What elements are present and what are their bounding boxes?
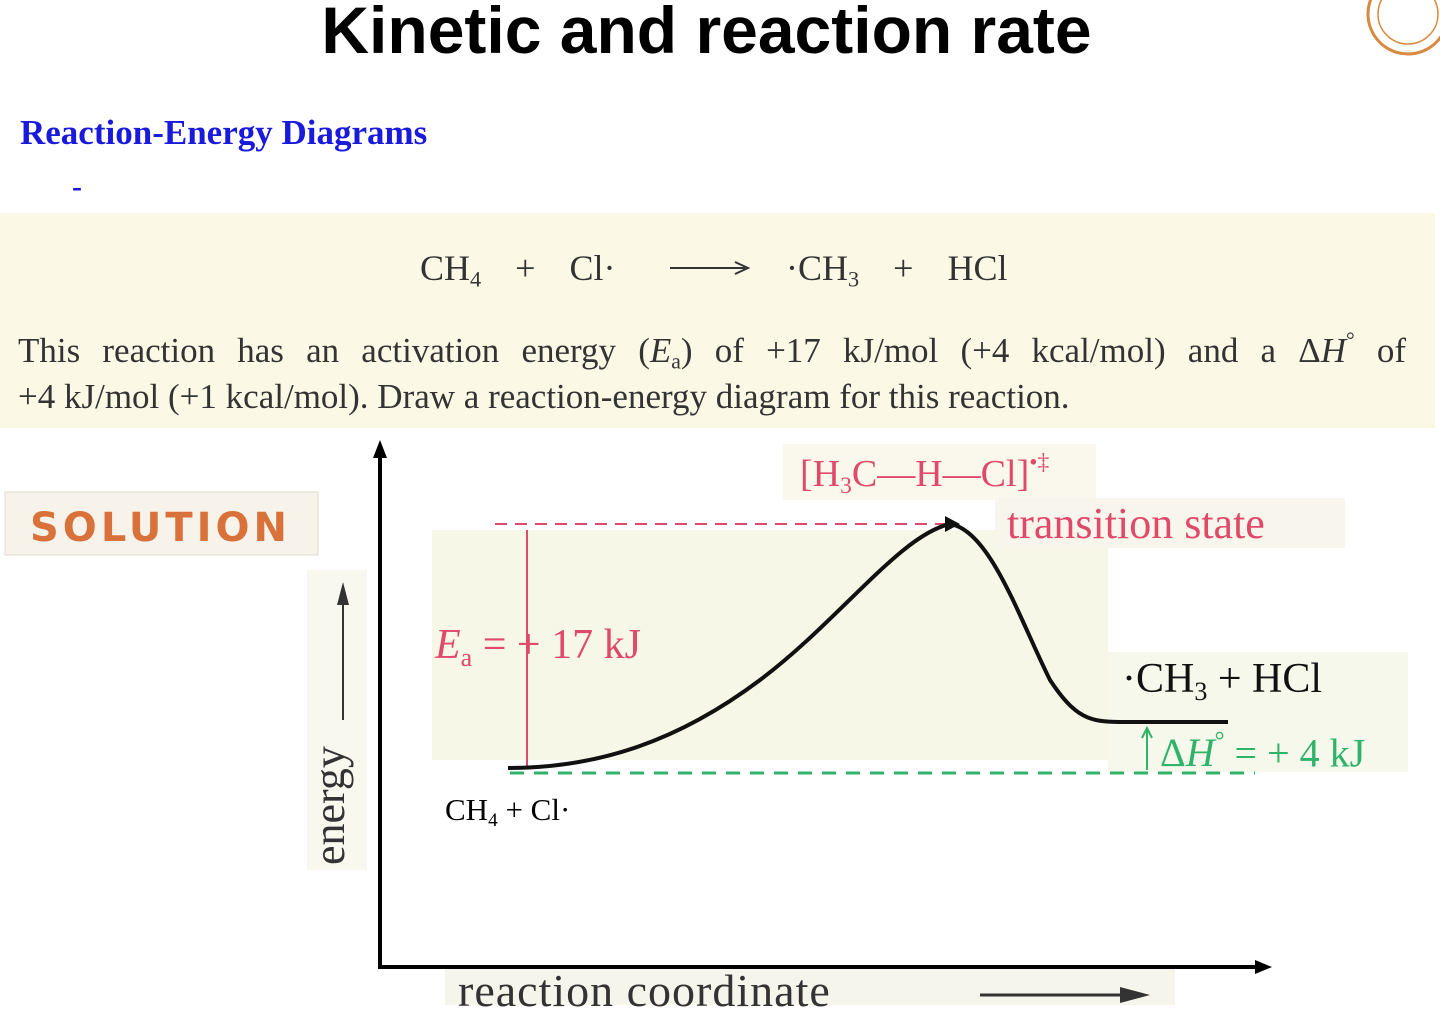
text-text: ) of +17 kJ/mol (+4 kcal/mol) and a Δ [680, 331, 1321, 371]
text-text: ·CH [786, 248, 848, 288]
text-italic: E [649, 331, 672, 371]
text-segment: + [515, 248, 535, 288]
text-sub: 4 [470, 266, 482, 292]
text-sub: 3 [1194, 676, 1208, 706]
text-segment: HCl [947, 248, 1007, 288]
text-text: CH [445, 792, 489, 827]
bullet: - [72, 170, 82, 203]
text-segment: + Cl· [497, 792, 571, 827]
solution-label: SOLUTION [30, 505, 292, 551]
text-segment: This reaction has an activation energy ( [18, 331, 650, 370]
subtitle: Reaction-Energy Diagrams [20, 113, 428, 152]
reaction-arrowhead [734, 261, 751, 275]
text-segment: C—H—Cl]•‡ [851, 450, 1050, 496]
logo-ring [1377, 0, 1439, 45]
text-segment: ) of +17 kJ/mol (+4 kcal/mol) and a ΔH° [680, 328, 1355, 371]
dh-arrowhead [1141, 725, 1153, 739]
ts-background [783, 444, 1096, 500]
x-label-background [445, 965, 1175, 1005]
ts-formula: [H3C—H—Cl]•‡ [800, 450, 1050, 499]
solution-box [4, 491, 319, 556]
logo [1366, 0, 1440, 56]
text-sub: a [460, 642, 473, 672]
ts-label: transition state [1007, 499, 1265, 548]
text-text: = + 4 kJ [1224, 730, 1366, 776]
text-segment: = + 17 kJ [472, 622, 641, 668]
title: Kinetic and reaction rate [321, 0, 1092, 67]
text-segment: Ea [649, 331, 681, 372]
text-segment: [H3 [800, 453, 852, 498]
energy-curve [507, 521, 1228, 770]
text-segment: + [893, 248, 913, 288]
y-axis-label: energy [305, 746, 354, 865]
energy-label-background [307, 570, 367, 870]
text-segment: = + 4 kJ [1225, 730, 1366, 775]
ts-label-background [995, 498, 1345, 548]
ts-marker [945, 516, 960, 532]
text-segment: ΔH° [1160, 728, 1225, 776]
text-italic: H [1185, 730, 1215, 776]
equation-products: ·CH3 + HCl [786, 250, 1007, 291]
text-segment: +4 kJ/mol (+1 kcal/mol). Draw a reaction… [18, 377, 1070, 416]
energy-arrowhead [337, 582, 349, 605]
problem-background [0, 213, 1435, 428]
problem-line: This reaction has an activation energy (… [18, 328, 1406, 373]
text-segment: Cl· [569, 248, 615, 288]
text-text: Cl· [569, 248, 616, 288]
products-background [1108, 652, 1408, 772]
coordinate-arrowhead [1120, 987, 1150, 1003]
text-text: + [893, 248, 914, 288]
x-axis-label: reaction coordinate [458, 965, 831, 1016]
text-text: of [1354, 331, 1407, 371]
y-axis-arrow [373, 440, 387, 458]
text-text: HCl [947, 248, 1008, 288]
text-sup: ° [1346, 328, 1355, 352]
text-text: + HCl [1207, 656, 1323, 702]
equation-reactants: CH4 + Cl· [420, 250, 616, 291]
text-text: CH [420, 248, 471, 288]
text-text: This reaction has an activation energy ( [18, 331, 650, 371]
dh-label: ΔH° = + 4 kJ [1160, 728, 1366, 776]
text-text: C—H—Cl] [851, 453, 1030, 496]
products-label: ·CH3 + HCl [1122, 658, 1322, 705]
text-text: [H [800, 453, 841, 496]
text-sup: •‡ [1029, 450, 1050, 476]
text-italic: H [1320, 331, 1346, 371]
text-text: + [515, 248, 536, 288]
text-segment: ·CH3 [1122, 656, 1207, 704]
text-text: + Cl· [497, 792, 571, 827]
text-sub: a [671, 349, 681, 374]
reactants-label: CH4 + Cl· [445, 794, 570, 830]
text-text: = + 17 kJ [472, 622, 641, 668]
ea-label: Ea = + 17 kJ [435, 624, 641, 671]
text-segment: + HCl [1207, 656, 1322, 702]
text-segment: CH4 [420, 248, 481, 290]
text-segment: ·CH3 [786, 248, 859, 290]
x-axis-arrow [1255, 960, 1272, 974]
problem-line: +4 kJ/mol (+1 kcal/mol). Draw a reaction… [18, 379, 1070, 414]
text-sup: ° [1214, 728, 1225, 755]
text-text: Δ [1160, 730, 1186, 776]
text-sub: 4 [488, 809, 498, 831]
text-segment: of [1355, 331, 1406, 370]
text-text: +4 kJ/mol (+1 kcal/mol). Draw a reaction… [18, 377, 1070, 416]
text-text: ·CH [1122, 656, 1195, 702]
text-sub: 3 [848, 266, 860, 292]
text-segment: Ea [435, 622, 472, 670]
text-sub: 3 [840, 473, 852, 500]
text-italic: E [435, 622, 461, 668]
text-segment: CH4 [445, 792, 498, 830]
